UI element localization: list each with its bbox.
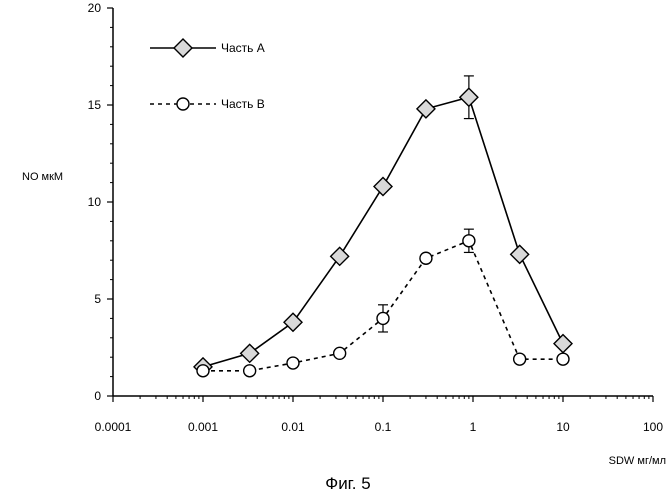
legend-marker-0 — [173, 38, 193, 58]
series-0-point-2 — [283, 312, 303, 333]
series-0-point-4 — [373, 176, 393, 197]
figure-caption: Фиг. 5 — [325, 474, 370, 493]
x-tick-label-6: 100 — [643, 420, 663, 434]
legend-label-0: Часть А — [221, 41, 265, 55]
y-axis-title: NO мкМ — [22, 171, 63, 183]
y-tick-label-0: 0 — [94, 389, 101, 403]
x-tick-label-0: 0.0001 — [95, 420, 132, 434]
y-tick-label-1: 5 — [94, 292, 101, 306]
series-0-point-7 — [509, 244, 530, 265]
series-1-point-2 — [286, 356, 300, 370]
series-1 — [196, 228, 570, 378]
legend: Часть А Часть В — [150, 38, 265, 111]
legend-label-1: Часть В — [221, 97, 265, 111]
y-tick-label-2: 10 — [88, 195, 102, 209]
legend-marker-1 — [176, 97, 190, 111]
series-1-point-4 — [376, 311, 390, 326]
series-0-point-1 — [239, 343, 260, 364]
x-tick-label-1: 0.001 — [188, 420, 218, 434]
series-1-point-3 — [332, 346, 347, 361]
series-1-point-7 — [512, 352, 527, 366]
y-tick-label-4: 20 — [88, 1, 102, 15]
series-0-point-3 — [329, 246, 350, 267]
legend-item-1: Часть В — [150, 97, 265, 111]
legend-item-0: Часть А — [150, 38, 265, 58]
series-1-point-5 — [419, 251, 433, 265]
series-0-point-8 — [553, 333, 573, 354]
series-1-point-8 — [556, 352, 570, 366]
series-0-point-6 — [458, 87, 479, 108]
series-1-point-0 — [196, 364, 210, 378]
x-tick-label-2: 0.01 — [281, 420, 305, 434]
x-tick-label-3: 0.1 — [375, 420, 392, 434]
series-0-point-5 — [415, 98, 436, 119]
x-tick-label-4: 1 — [470, 420, 477, 434]
x-axis-title: SDW мг/мл — [609, 455, 666, 467]
x-tick-label-5: 10 — [556, 420, 570, 434]
y-tick-label-3: 15 — [88, 98, 102, 112]
series-1-point-6 — [462, 234, 476, 248]
series-1-point-1 — [242, 364, 257, 378]
